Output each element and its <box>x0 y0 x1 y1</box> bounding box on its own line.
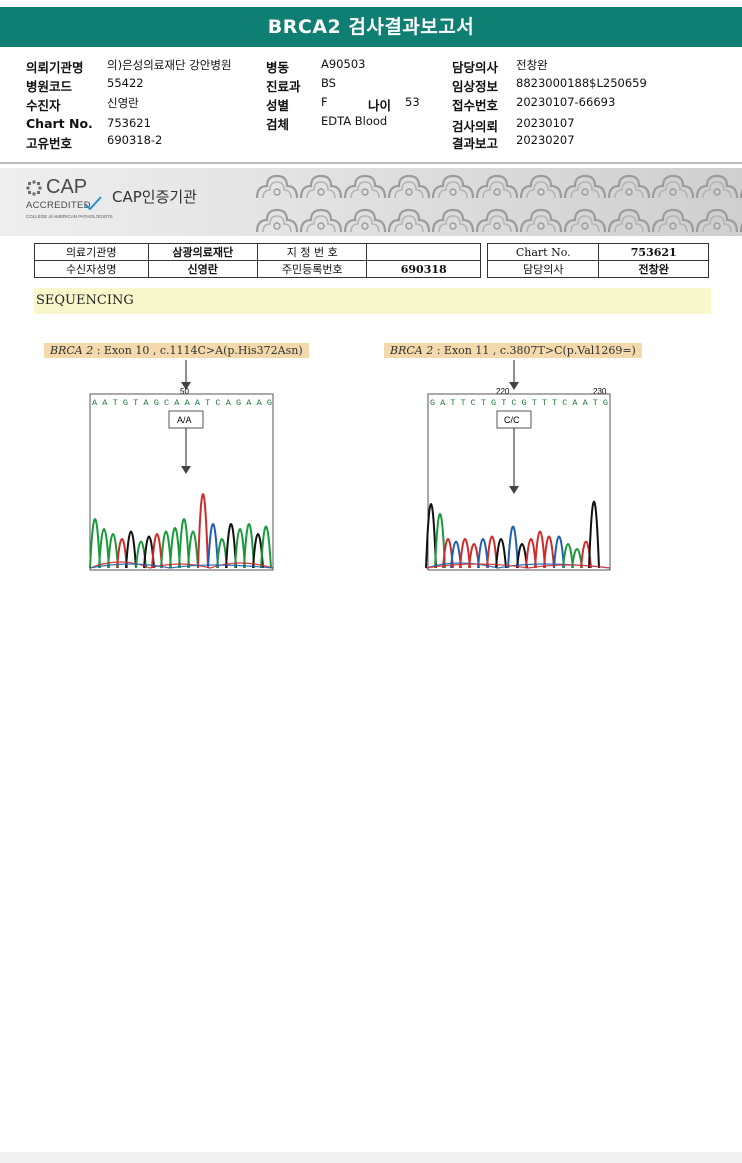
info-value: 의)은성의료재단 강안병원 <box>107 58 232 72</box>
info-label: 병원코드 <box>26 79 73 94</box>
cap-college-text: COLLEGE of AMERICAN PATHOLOGISTS <box>26 214 113 219</box>
patient-table: 의료기관명 삼광의료재단 지 정 번 호 Chart No. 753621 수신… <box>34 243 709 278</box>
info-label: 검체 <box>266 117 290 132</box>
table-cell: 신영란 <box>147 260 258 278</box>
info-value: 55422 <box>107 76 144 90</box>
table-cell: 690318 <box>366 260 481 278</box>
info-label: 수진자 <box>26 98 61 113</box>
info-label: 담당의사 <box>452 60 499 75</box>
info-label: 나이 <box>368 98 392 113</box>
info-label: 진료과 <box>266 79 301 94</box>
page-bottom-strip <box>0 1152 742 1163</box>
info-label: 임상정보 <box>452 79 499 94</box>
chromatogram-exon11: 220 230 G A T T C T G T C G T T T C A A … <box>425 360 611 571</box>
info-value: BS <box>321 76 336 90</box>
base-sequence: G A T T C T G T C G T T T C A A T G <box>430 398 608 408</box>
info-label: 접수번호 <box>452 98 499 113</box>
table-cell: 지 정 번 호 <box>256 243 368 261</box>
info-label: 검사의뢰 <box>452 119 499 134</box>
info-value: 690318-2 <box>107 133 163 147</box>
mutation-detail: : Exon 10 , c.1114C>A(p.His372Asn) <box>96 344 303 357</box>
info-label: Chart No. <box>26 116 93 131</box>
info-value: 20230207 <box>516 133 575 147</box>
info-label: 결과보고 <box>452 136 499 151</box>
info-value: EDTA Blood <box>321 114 388 128</box>
info-label: 성별 <box>266 98 290 113</box>
cloud-pattern-icon <box>255 168 742 236</box>
base-sequence: A A T G T A G C A A A T C A G A A G <box>92 398 272 408</box>
table-gap <box>479 243 489 261</box>
info-value: 20230107-66693 <box>516 95 616 109</box>
info-value: 신영란 <box>107 96 139 110</box>
gene-name: BRCA 2 <box>50 344 94 357</box>
table-cell: 삼광의료재단 <box>147 243 258 261</box>
info-label: 의뢰기관명 <box>26 60 84 75</box>
chromatogram-exon10: 50 A A T G T A G C A A A T C A G A A G A… <box>89 360 274 571</box>
table-cell: 의료기관명 <box>34 243 149 261</box>
position-label: 220 <box>496 387 510 396</box>
mutation-detail: : Exon 11 , c.3807T>C(p.Val1269=) <box>436 344 636 357</box>
cap-accredited-text: ACCREDITED <box>26 200 91 211</box>
table-row: 의료기관명 삼광의료재단 지 정 번 호 Chart No. 753621 <box>34 243 709 261</box>
cap-logo-text: CAP <box>46 176 88 198</box>
cap-certified-label: CAP인증기관 <box>112 188 197 206</box>
report-title: BRCA2 검사결과보고서 <box>0 7 742 47</box>
table-row: 수신자성명 신영란 주민등록번호 690318 담당의사 전창완 <box>34 260 709 278</box>
checkmark-icon <box>84 196 102 210</box>
cap-logo: CAP ACCREDITED COLLEGE of AMERICAN PATHO… <box>26 176 113 226</box>
gene-name: BRCA 2 <box>390 344 434 357</box>
table-cell: 수신자성명 <box>34 260 149 278</box>
genotype-label: A/A <box>177 415 192 425</box>
genotype-label: C/C <box>504 415 520 425</box>
end-position-label: 230 <box>593 387 607 396</box>
info-value: 753621 <box>107 116 151 130</box>
info-label: 병동 <box>266 60 290 75</box>
sequencing-section-title: SEQUENCING <box>34 288 711 314</box>
info-value: 8823000188$L250659 <box>516 76 647 90</box>
table-cell: 전창완 <box>598 260 709 278</box>
info-label: 고유번호 <box>26 136 73 151</box>
table-cell <box>366 243 481 261</box>
info-value: 20230107 <box>516 116 575 130</box>
mutation-label: BRCA 2 : Exon 11 , c.3807T>C(p.Val1269=) <box>384 343 642 358</box>
info-value: 전창완 <box>516 58 548 72</box>
table-cell: Chart No. <box>486 243 600 261</box>
table-cell: 주민등록번호 <box>256 260 368 278</box>
mutation-label: BRCA 2 : Exon 10 , c.1114C>A(p.His372Asn… <box>44 343 309 358</box>
info-value: A90503 <box>321 57 366 71</box>
cap-mark-icon <box>26 180 42 196</box>
info-value: 53 <box>405 95 420 109</box>
table-gap <box>479 260 489 278</box>
cap-banner: CAP ACCREDITED COLLEGE of AMERICAN PATHO… <box>0 168 742 236</box>
table-cell: 753621 <box>598 243 709 261</box>
report-info: 의뢰기관명 의)은성의료재단 강안병원 병원코드 55422 수진자 신영란 C… <box>0 0 742 160</box>
position-label: 50 <box>180 387 189 396</box>
info-value: F <box>321 95 328 109</box>
divider <box>0 162 742 164</box>
table-cell: 담당의사 <box>486 260 600 278</box>
